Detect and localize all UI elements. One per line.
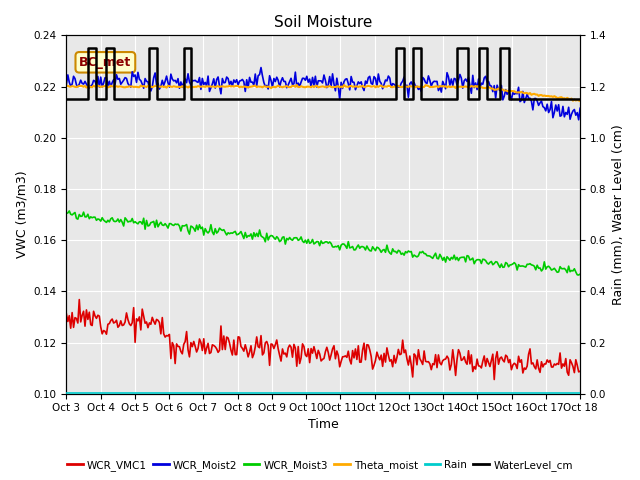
Legend: WCR_VMC1, WCR_Moist2, WCR_Moist3, Theta_moist, Rain, WaterLevel_cm: WCR_VMC1, WCR_Moist2, WCR_Moist3, Theta_… xyxy=(63,456,577,475)
Title: Soil Moisture: Soil Moisture xyxy=(274,15,372,30)
Y-axis label: VWC (m3/m3): VWC (m3/m3) xyxy=(15,171,28,258)
Y-axis label: Rain (mm), Water Level (cm): Rain (mm), Water Level (cm) xyxy=(612,124,625,305)
Text: BC_met: BC_met xyxy=(79,56,131,69)
X-axis label: Time: Time xyxy=(308,419,339,432)
